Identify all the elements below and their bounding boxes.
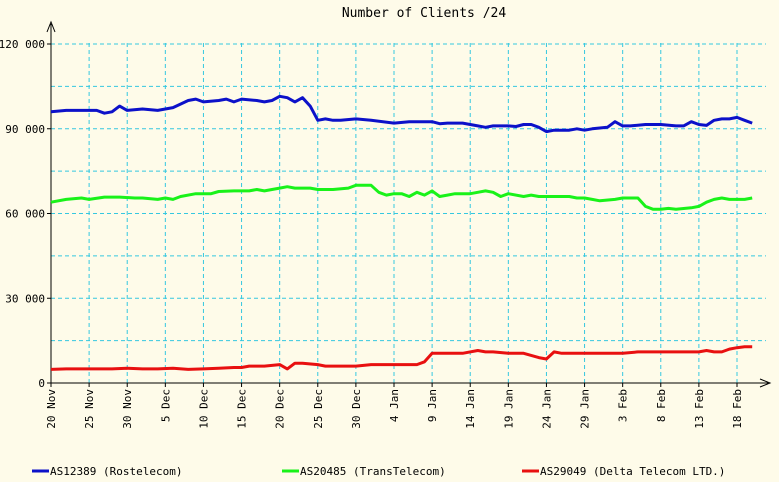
- series-line-1: [50, 94, 753, 134]
- x-tick-label: 9 Jan: [426, 389, 439, 422]
- x-tick-label: 5 Dec: [159, 389, 172, 422]
- x-axis-arrow: [759, 378, 772, 388]
- x-tick-label: 8 Feb: [655, 389, 668, 422]
- legend-label: AS12389 (Rostelecom): [50, 465, 182, 478]
- x-tick-label: 25 Nov: [83, 389, 96, 429]
- x-tick-label: 15 Dec: [236, 389, 249, 429]
- x-tick-label: 29 Jan: [579, 389, 592, 429]
- legend-label: AS29049 (Delta Telecom LTD.): [540, 465, 725, 478]
- x-tick-label: 30 Dec: [350, 389, 363, 429]
- x-tick-label: 4 Jan: [388, 389, 401, 422]
- x-tick-label: 14 Jan: [464, 389, 477, 429]
- axes: [46, 20, 772, 388]
- legend-label: AS20485 (TransTelecom): [300, 465, 446, 478]
- x-tick-label: 10 Dec: [197, 389, 210, 429]
- y-tick-label: 30 000: [5, 292, 45, 305]
- x-tick-label: 19 Jan: [502, 389, 515, 429]
- y-tick-labels: 0 30 000 60 000 90 000 120 000: [0, 38, 45, 390]
- y-tick-label: 120 000: [0, 38, 45, 51]
- y-tick-label: 60 000: [5, 208, 45, 221]
- x-tick-label: 25 Dec: [312, 389, 325, 429]
- y-tick-label: 90 000: [5, 123, 45, 136]
- x-tick-label: 20 Dec: [274, 389, 287, 429]
- series-line-3: [50, 345, 753, 371]
- x-tick-label: 30 Nov: [121, 389, 134, 429]
- series-lines: [50, 94, 753, 371]
- y-axis-arrow: [46, 20, 56, 33]
- series-line-2: [50, 183, 753, 211]
- y-tick-label: 0: [38, 377, 45, 390]
- x-tick-label: 13 Feb: [693, 389, 706, 429]
- x-tick-label: 3 Feb: [617, 389, 630, 422]
- x-tick-label: 24 Jan: [540, 389, 553, 429]
- grid: [51, 42, 766, 383]
- x-tick-labels: 20 Nov 25 Nov 30 Nov 5 Dec 10 Dec 15 Dec 20 De…: [45, 389, 744, 429]
- x-tick-label: 20 Nov: [45, 389, 58, 429]
- x-tick-label: 18 Feb: [731, 389, 744, 429]
- chart-title: Number of Clients /24: [342, 6, 507, 21]
- legend: AS12389 (Rostelecom) AS20485 (TransTeleco…: [32, 465, 725, 478]
